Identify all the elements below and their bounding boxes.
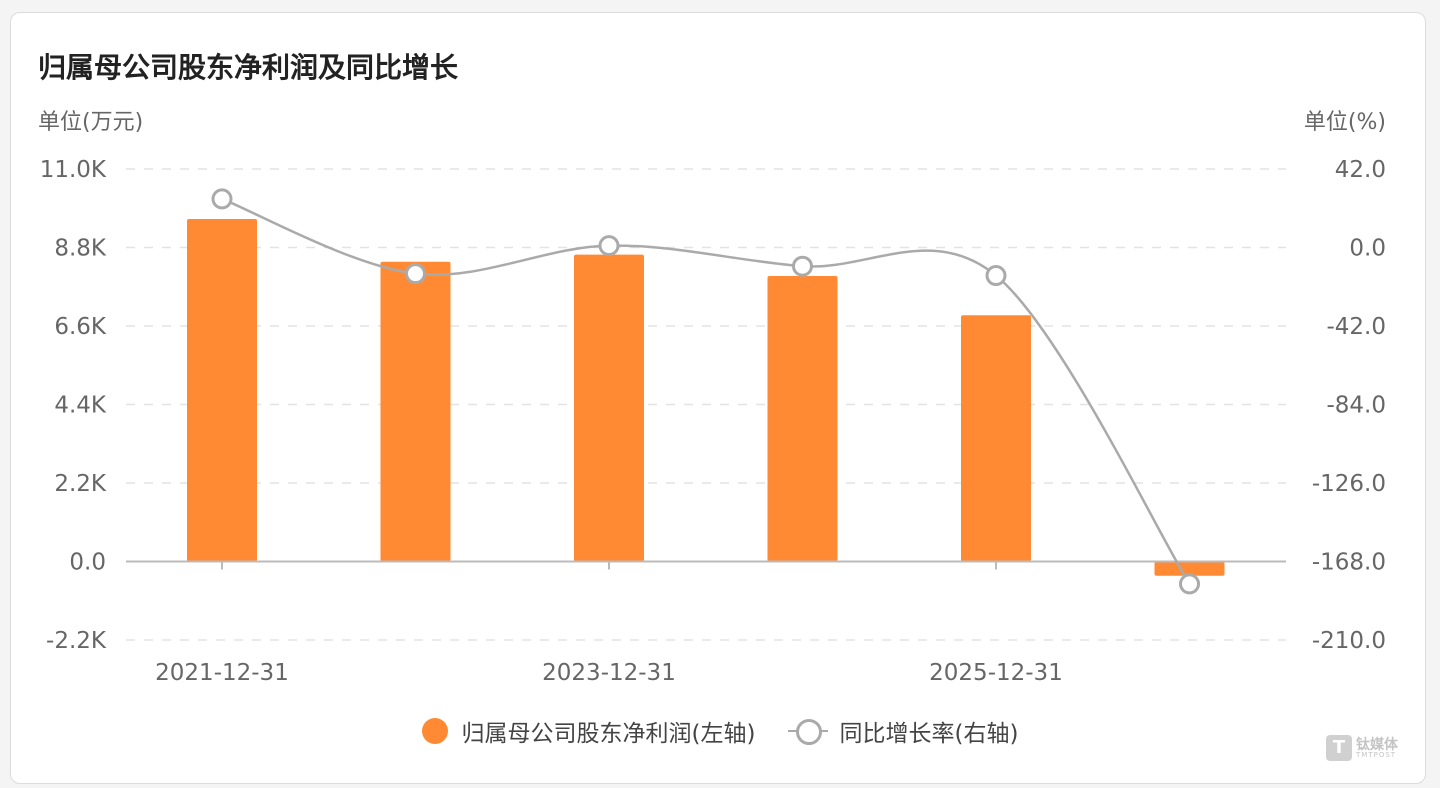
x-tick-label: 2023-12-31 [542,660,676,686]
growth-point [211,188,233,210]
right-tick-label: -84.0 [1326,393,1386,419]
left-tick-label: 0.0 [69,550,106,576]
right-tick-label: 0.0 [1349,236,1386,262]
bar [767,276,838,562]
bar [574,254,644,562]
growth-point [405,263,426,285]
left-tick-label: 6.6K [54,314,107,340]
bar [961,315,1031,562]
growth-point [792,255,813,277]
x-tick-label: 2021-12-31 [155,660,289,686]
right-axis-unit: 单位(%) [1303,110,1386,135]
growth-point [985,265,1007,287]
right-tick-label: -42.0 [1326,314,1386,340]
left-tick-label: 4.4K [54,393,107,419]
bar [380,261,451,562]
left-tick-label: 8.8K [54,236,107,262]
watermark-cn: 钛媒体 [1356,736,1398,753]
left-tick-label: 2.2K [54,471,107,497]
watermark-mark-icon: T [1326,735,1352,761]
watermark-logo: T 钛媒体 TMTPOST [1326,735,1398,761]
legend-line-marker-icon [787,718,828,745]
right-tick-label: 42.0 [1335,157,1386,183]
legend-label-net-profit: 归属母公司股东净利润(左轴) [461,721,756,747]
left-tick-label: 11.0K [40,157,107,183]
left-tick-label: -2.2K [46,628,107,654]
chart-title: 归属母公司股东净利润及同比增长 [38,51,459,84]
legend-bar-marker-icon [421,718,448,744]
left-axis-unit: 单位(万元) [38,110,144,135]
legend-item-net-profit[interactable]: 归属母公司股东净利润(左轴) [421,714,756,748]
growth-line [221,197,1191,585]
bar [1154,561,1225,576]
right-tick-label: -126.0 [1312,471,1386,497]
legend-item-growth[interactable]: 同比增长率(右轴) [787,714,1019,748]
bar [187,218,257,562]
growth-point [598,235,620,257]
right-tick-label: -168.0 [1312,550,1386,576]
growth-point [1179,573,1200,595]
watermark-en: TMTPOST [1356,750,1397,759]
legend-label-growth: 同比增长率(右轴) [839,721,1019,747]
x-tick-label: 2025-12-31 [929,660,1063,686]
right-tick-label: -210.0 [1312,628,1386,654]
legend: 归属母公司股东净利润(左轴) 同比增长率(右轴) [0,714,1440,748]
